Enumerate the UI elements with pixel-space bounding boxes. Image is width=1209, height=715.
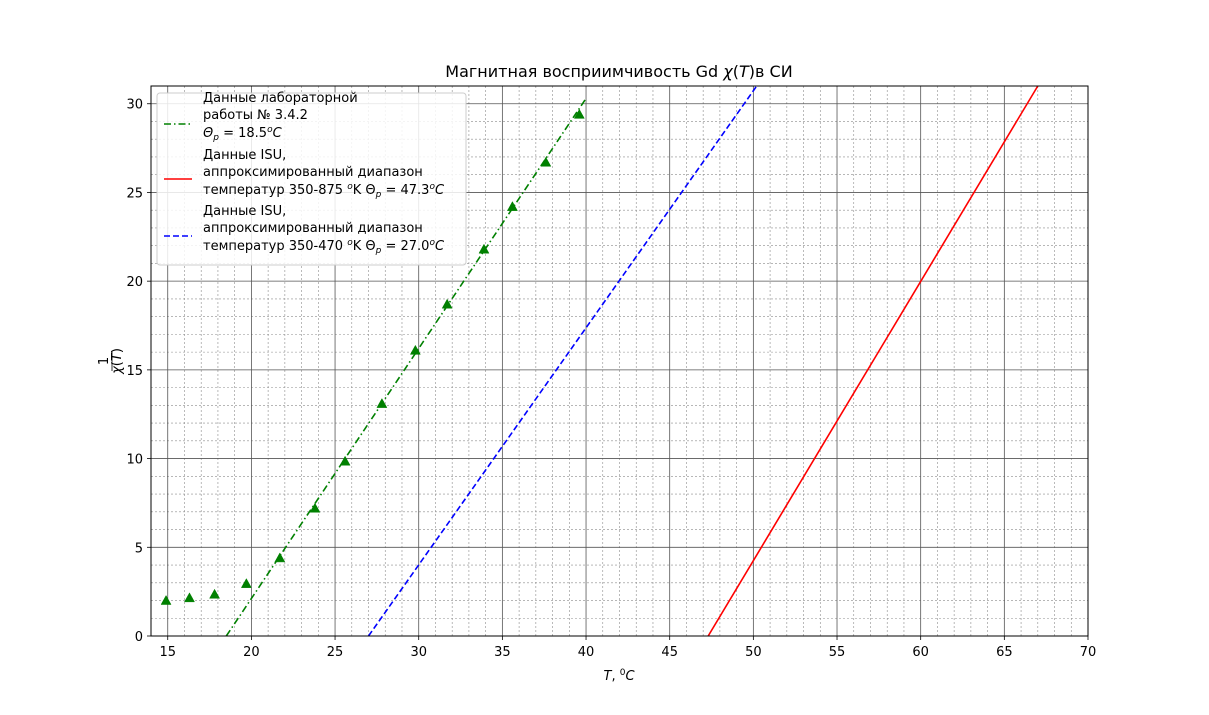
svg-text:χ(T): χ(T) bbox=[110, 348, 125, 375]
data-point-marker bbox=[573, 108, 585, 119]
data-point-marker bbox=[376, 398, 388, 408]
y-tick-label: 20 bbox=[126, 275, 143, 290]
x-axis: 15 20 25 30 35 40 45 50 55 60 65 70 bbox=[159, 636, 1096, 660]
x-tick-label: 55 bbox=[829, 645, 846, 660]
svg-text:Θp = 18.5oC: Θp = 18.5oC bbox=[203, 125, 283, 143]
svg-text:Данные ISU,: Данные ISU, bbox=[203, 148, 286, 163]
svg-text:температур 350-470 oK Θp = 27.: температур 350-470 oK Θp = 27.0oC bbox=[203, 238, 445, 256]
plot-area bbox=[150, 85, 1089, 637]
y-tick-label: 25 bbox=[126, 186, 143, 201]
svg-text:аппроксимированный диапазон: аппроксимированный диапазон bbox=[203, 165, 423, 180]
series-line-2 bbox=[367, 85, 758, 637]
x-axis-label: T, 0C bbox=[603, 668, 635, 684]
y-tick-label: 0 bbox=[135, 630, 143, 645]
x-tick-label: 35 bbox=[494, 645, 511, 660]
svg-text:температур 350-875 oK Θp = 47.: температур 350-875 oK Θp = 47.3oC bbox=[203, 182, 445, 200]
svg-text:1: 1 bbox=[97, 357, 112, 365]
y-tick-label: 15 bbox=[126, 364, 143, 379]
y-tick-label: 30 bbox=[126, 98, 143, 113]
data-point-marker bbox=[309, 502, 321, 513]
data-point-marker bbox=[540, 156, 552, 167]
data-point-marker bbox=[506, 201, 518, 211]
legend-box bbox=[156, 92, 467, 266]
series-line-0 bbox=[225, 97, 587, 637]
data-point-marker bbox=[478, 243, 490, 254]
data-markers bbox=[160, 108, 585, 605]
legend-entry-isu-350-470: Данные ISU, аппроксимированный диапазон … bbox=[164, 204, 445, 256]
legend: Данные лабораторной работы № 3.4.2 Θp = … bbox=[156, 91, 467, 266]
svg-text:работы № 3.4.2: работы № 3.4.2 bbox=[203, 108, 308, 123]
svg-text:аппроксимированный диапазон: аппроксимированный диапазон bbox=[203, 221, 423, 236]
chart-title: Магнитная восприимчивость Gd χ(T)в СИ bbox=[445, 62, 792, 81]
svg-text:Данные лабораторной: Данные лабораторной bbox=[203, 91, 358, 106]
x-tick-label: 70 bbox=[1080, 645, 1097, 660]
series-line-1 bbox=[707, 85, 1039, 637]
y-axis-label: 1 χ(T) bbox=[97, 348, 125, 375]
data-point-marker bbox=[184, 592, 195, 603]
y-tick-label: 5 bbox=[135, 541, 143, 556]
legend-entry-isu-350-875: Данные ISU, аппроксимированный диапазон … bbox=[164, 148, 445, 200]
x-tick-label: 60 bbox=[912, 645, 929, 660]
data-point-marker bbox=[240, 578, 252, 588]
data-point-marker bbox=[274, 552, 286, 563]
x-tick-label: 15 bbox=[159, 645, 176, 660]
x-tick-label: 40 bbox=[578, 645, 595, 660]
data-point-marker bbox=[209, 588, 221, 599]
x-tick-label: 25 bbox=[327, 645, 344, 660]
x-tick-label: 20 bbox=[243, 645, 260, 660]
svg-text:Данные ISU,: Данные ISU, bbox=[203, 204, 286, 219]
x-tick-label: 45 bbox=[661, 645, 678, 660]
legend-entry-lab: Данные лабораторной работы № 3.4.2 Θp = … bbox=[164, 91, 358, 143]
plot-frame bbox=[150, 85, 1089, 637]
data-point-marker bbox=[160, 595, 172, 605]
data-point-marker bbox=[441, 298, 453, 309]
x-tick-label: 50 bbox=[745, 645, 762, 660]
y-axis: 0 5 10 15 20 25 30 bbox=[126, 98, 151, 645]
x-tick-label: 65 bbox=[996, 645, 1013, 660]
x-tick-label: 30 bbox=[410, 645, 427, 660]
y-tick-label: 10 bbox=[126, 453, 143, 468]
data-point-marker bbox=[409, 344, 421, 355]
series-lines bbox=[225, 85, 1039, 637]
data-point-marker bbox=[339, 455, 351, 466]
